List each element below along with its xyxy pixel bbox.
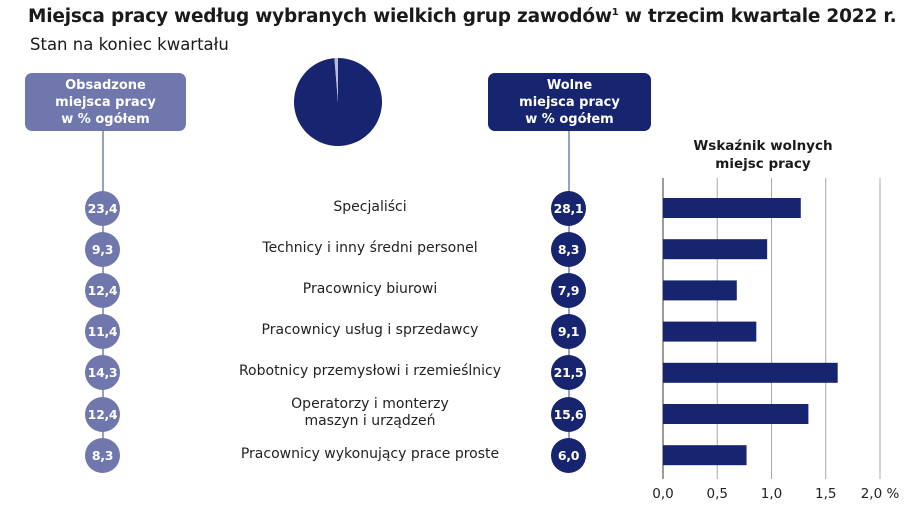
bar	[663, 445, 747, 466]
category-label-line: Specjaliści	[333, 198, 407, 215]
bar	[663, 280, 737, 301]
occupied-value: 9,3	[85, 231, 120, 267]
occupied-value: 23,4	[85, 190, 120, 226]
chart-title: Miejsca pracy według wybranych wielkich …	[28, 6, 897, 27]
occupied-value: 8,3	[85, 437, 120, 473]
x-tick-label: 1,0	[761, 486, 782, 502]
category-label-line: Operatorzy i monterzy	[291, 396, 449, 412]
category-label-line: Robotnicy przemysłowi i rzemieślnicy	[238, 363, 502, 380]
category-label: Pracownicy usług i sprzedawcy	[200, 322, 540, 339]
vacant-value: 15,6	[551, 396, 586, 432]
category-label: Pracownicy biurowi	[200, 281, 540, 298]
category-label: Pracownicy wykonujący prace proste	[200, 446, 540, 463]
category-label: Robotnicy przemysłowi i rzemieślnicy	[200, 363, 540, 380]
vacant-value: 8,3	[551, 231, 586, 267]
vacant-value: 28,1	[551, 190, 586, 226]
bar	[663, 239, 768, 260]
x-tick-label: 0,5	[707, 486, 728, 502]
occupied-header: Obsadzone miejsca pracy w % ogółem	[25, 73, 186, 131]
occupied-value: 14,3	[85, 355, 120, 391]
category-label-line: maszyn i urządzeń	[304, 413, 436, 429]
bar	[663, 321, 757, 342]
bar	[663, 404, 809, 424]
bar	[663, 198, 801, 218]
pie-slice	[334, 58, 338, 102]
x-tick-label: 2,0 %	[861, 486, 900, 502]
occupied-value: 11,4	[85, 314, 120, 350]
occupied-value: 12,4	[85, 396, 120, 432]
chart-subtitle: Stan na koniec kwartału	[30, 35, 229, 54]
vacant-value: 21,5	[551, 355, 586, 391]
category-label: Technicy i inny średni personel	[200, 240, 540, 257]
category-label-line: Technicy i inny średni personel	[262, 239, 478, 256]
vacant-value: 6,0	[551, 437, 586, 473]
category-label-line: Pracownicy biurowi	[302, 280, 438, 297]
category-label: Specjaliści	[200, 199, 540, 216]
category-label: Operatorzy i monterzy maszyn i urządzeń	[200, 396, 540, 430]
x-tick-label: 1,5	[815, 486, 836, 502]
occupied-value: 12,4	[85, 272, 120, 308]
chart-header: Wskaźnik wolnych miejsc pracy	[693, 138, 833, 172]
bar	[663, 362, 838, 383]
vacant-value: 7,9	[551, 272, 586, 308]
vacant-header: Wolne miejsca pracy w % ogółem	[488, 73, 651, 131]
pie-slice	[293, 58, 382, 146]
vacant-value: 9,1	[551, 314, 586, 350]
category-label-line: Pracownicy usług i sprzedawcy	[261, 322, 479, 339]
x-tick-label: 0,0	[652, 486, 673, 502]
category-label-line: Pracownicy wykonujący prace proste	[240, 445, 500, 462]
